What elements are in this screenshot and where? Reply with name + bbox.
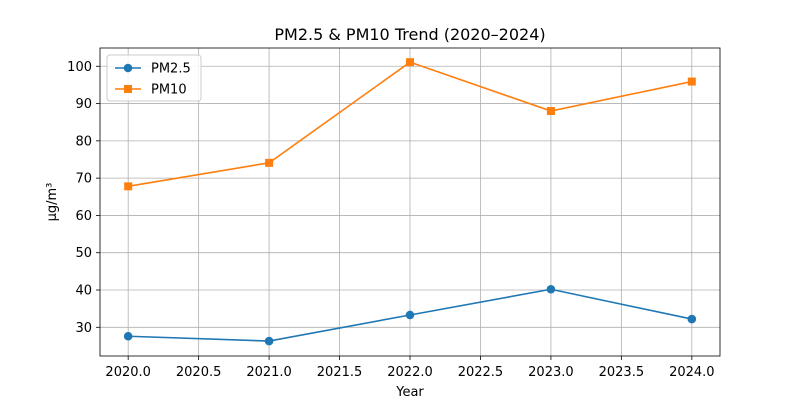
y-tick-label: 60 bbox=[75, 209, 92, 224]
data-point bbox=[124, 182, 133, 191]
x-tick-label: 2021.5 bbox=[317, 365, 363, 380]
y-axis-title: μg/m³ bbox=[45, 183, 60, 222]
series-layer bbox=[123, 58, 697, 346]
x-tick-label: 2023.5 bbox=[599, 365, 645, 380]
x-tick-label: 2024.0 bbox=[669, 365, 715, 380]
x-tick-label: 2020.0 bbox=[105, 365, 151, 380]
x-tick-label: 2020.5 bbox=[176, 365, 222, 380]
series-pm25 bbox=[123, 284, 697, 346]
data-point bbox=[405, 310, 415, 320]
ticks: 2020.0 2020.5 2021.0 2021.5 2022.0 2022.5 2023… bbox=[67, 60, 714, 380]
y-tick-label: 50 bbox=[75, 246, 92, 261]
x-tick-label: 2021.0 bbox=[246, 365, 292, 380]
series-pm10 bbox=[124, 58, 696, 191]
y-tick-label: 30 bbox=[75, 321, 92, 336]
legend-item: PM10 bbox=[115, 83, 187, 98]
data-point bbox=[123, 331, 133, 341]
data-point bbox=[687, 77, 696, 86]
x-tick-label: 2022.5 bbox=[458, 365, 504, 380]
x-tick-label: 2022.0 bbox=[387, 365, 433, 380]
data-point bbox=[687, 314, 697, 324]
data-point bbox=[546, 284, 556, 294]
data-point bbox=[406, 58, 414, 67]
y-tick-label: 90 bbox=[75, 97, 92, 112]
data-point bbox=[264, 336, 274, 346]
chart-title: PM2.5 & PM10 Trend (2020–2024) bbox=[274, 25, 545, 44]
data-point bbox=[546, 107, 555, 116]
y-tick-label: 40 bbox=[75, 284, 92, 299]
legend-label: PM10 bbox=[151, 83, 187, 98]
legend: PM2.5 PM10 bbox=[106, 54, 202, 102]
legend-label: PM2.5 bbox=[151, 62, 191, 77]
y-tick-label: 100 bbox=[67, 60, 92, 75]
y-tick-label: 70 bbox=[75, 172, 92, 187]
x-axis-title: Year bbox=[395, 385, 424, 400]
legend-item: PM2.5 bbox=[115, 62, 191, 77]
legend-marker bbox=[123, 63, 133, 73]
data-point bbox=[265, 158, 274, 167]
x-tick-label: 2023.0 bbox=[528, 365, 574, 380]
legend-marker bbox=[124, 85, 132, 93]
y-tick-label: 80 bbox=[75, 134, 92, 149]
grid bbox=[100, 48, 720, 356]
